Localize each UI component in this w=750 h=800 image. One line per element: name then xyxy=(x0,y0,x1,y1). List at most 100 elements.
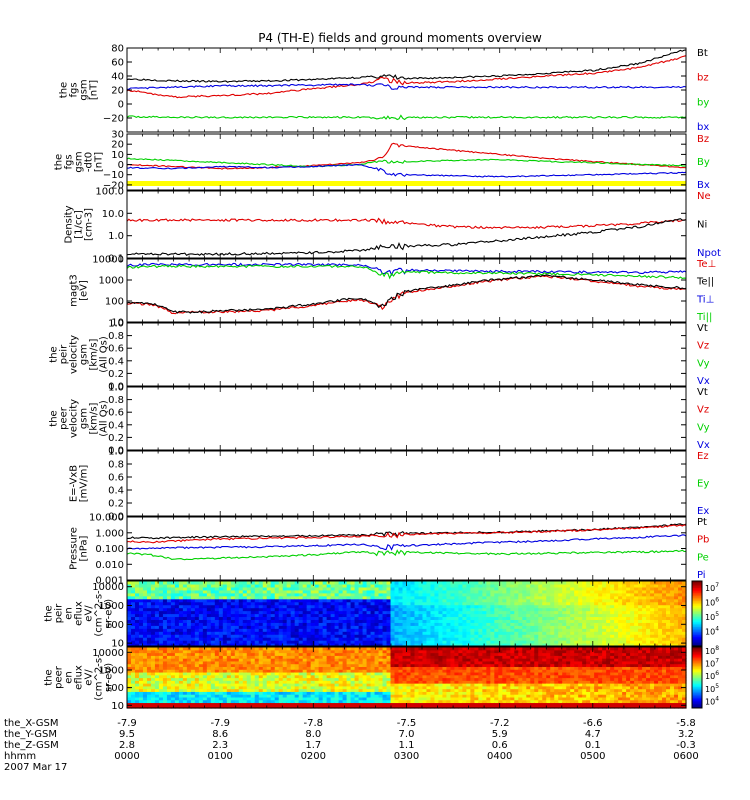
y-axis-label-line: fgs xyxy=(69,82,80,97)
y-tick-label: 1.0 xyxy=(108,447,124,458)
y-tick-label: 10.000 xyxy=(89,513,124,524)
y-tick-label: 40 xyxy=(111,72,124,83)
series-line-2 xyxy=(126,164,687,178)
y-tick-label: 1.0 xyxy=(108,383,124,394)
y-tick-label: −10 xyxy=(103,170,124,181)
x-tick-label-z: 1.7 xyxy=(305,740,321,751)
x-tick-label-y: 7.0 xyxy=(399,729,415,740)
y-tick-label: 1.0 xyxy=(108,231,124,242)
y-axis-label-line: the xyxy=(49,346,60,362)
y-axis-label-line: gsm xyxy=(79,79,90,100)
y-axis-label-line: [nT] xyxy=(89,80,100,100)
x-tick-label-y: 3.2 xyxy=(678,729,694,740)
y-tick-label: 10000 xyxy=(92,648,124,659)
y-tick-label: 0.2 xyxy=(108,369,124,380)
y-tick-label: 1.000 xyxy=(95,528,124,539)
series-line-0 xyxy=(126,142,687,170)
legend-entry: Pt xyxy=(697,517,707,528)
legend-entry: Ti⊥ xyxy=(696,294,714,305)
y-axis-label-line: [nT] xyxy=(94,152,105,172)
y-axis-label-line: velocity xyxy=(69,399,80,438)
y-axis-label-line: velocity xyxy=(69,335,80,374)
figure-title: P4 (TH-E) fields and ground moments over… xyxy=(258,31,542,45)
legend-entry: Vy xyxy=(697,422,710,433)
y-tick-label: 100.0 xyxy=(95,187,124,198)
x-tick-label-z: 0.1 xyxy=(585,740,601,751)
y-tick-label: 30 xyxy=(111,130,124,141)
y-axis-label-line: eflux xyxy=(74,665,85,690)
y-tick-label: −20 xyxy=(103,180,124,191)
x-tick-label-t: 0400 xyxy=(487,751,512,762)
series-line-3 xyxy=(126,264,687,280)
y-axis-label-line: fgs xyxy=(64,154,75,169)
y-axis-label-line: -dt0 xyxy=(84,152,95,172)
y-axis-label: the peir velocity gsm [km/s] (All Qs) xyxy=(49,335,110,374)
x-tick-label-t: 0000 xyxy=(114,751,139,762)
y-axis-label-line: Density xyxy=(64,205,75,243)
y-axis-label: Pressure [nPa] xyxy=(69,527,90,570)
x-tick-label-t: 0200 xyxy=(301,751,326,762)
colorbar-tick-label: 108 xyxy=(705,645,719,656)
y-tick-label: 20 xyxy=(111,140,124,151)
y-axis-label-line: en xyxy=(64,671,75,684)
y-tick-label: 0.4 xyxy=(108,486,124,497)
x-tick-label-t: 0300 xyxy=(394,751,419,762)
y-axis-label: Density [1/cc] [cm-3] xyxy=(64,205,95,243)
x-tick-label-t: 0600 xyxy=(673,751,698,762)
quality-flag-strip xyxy=(127,181,686,186)
colorbar: 104 105 106 107 xyxy=(691,580,719,647)
legend-entry: Vt xyxy=(697,323,708,334)
series-line-0 xyxy=(126,49,687,83)
y-axis-label-line: the xyxy=(44,669,55,685)
x-tick-label-y: 5.9 xyxy=(492,729,508,740)
x-tick-label-z: 0.6 xyxy=(492,740,508,751)
y-axis-label-line: peir xyxy=(59,344,70,364)
y-tick-label: 0.100 xyxy=(95,544,124,555)
y-tick-label: 0.6 xyxy=(108,344,124,355)
legend-entry: Bt xyxy=(697,48,708,59)
y-axis-label-line: peer xyxy=(59,406,70,430)
y-tick-label: 20 xyxy=(111,86,124,97)
colorbar-tick-label: 106 xyxy=(705,597,719,608)
y-axis-label: the fgs gsm -dt0 [nT] xyxy=(54,151,105,172)
x-tick-label-x: -6.6 xyxy=(583,718,603,729)
legend-entry: By xyxy=(697,157,710,168)
x-axis-row-label: 2007 Mar 17 xyxy=(4,762,67,773)
y-axis-label-line: eV/ xyxy=(84,669,95,686)
y-axis-label: the peir en eflux eV/(cm^2-s-sr-eV) xyxy=(44,590,115,637)
legend-entry: Vt xyxy=(697,387,708,398)
y-axis-label-line: [1/cc] xyxy=(74,210,85,239)
y-tick-label: 0.0 xyxy=(108,446,124,457)
x-tick-label-x: -7.8 xyxy=(304,718,324,729)
legend-entry: Te|| xyxy=(696,277,714,288)
y-axis-label: magt3 [eV] xyxy=(69,274,90,307)
y-axis-label-line: (cm^2-s- xyxy=(94,654,105,701)
y-tick-label: 1000 xyxy=(99,601,124,612)
x-tick-label-z: 1.1 xyxy=(399,740,415,751)
y-axis-label-line: [mV/m] xyxy=(79,465,90,503)
series-line-3 xyxy=(126,83,687,90)
y-tick-label: 0.2 xyxy=(108,433,124,444)
y-axis-label-line: (cm^2-s- xyxy=(94,590,105,637)
y-axis-label-line: [km/s] xyxy=(89,402,100,434)
spectrogram-image xyxy=(127,581,687,647)
y-axis-label-line: the xyxy=(44,605,55,621)
legend-entry: Te⊥ xyxy=(696,259,716,270)
colorbar-tick-label: 107 xyxy=(705,582,719,593)
y-tick-label: 0.4 xyxy=(108,356,124,367)
panel-pressure: Pt Pb Pe Pi 0.001 0.010 0.100 1.000 10.000 Pressu… xyxy=(69,513,710,587)
colorbar-tick-label: 107 xyxy=(705,658,719,669)
x-tick-label-y: 9.5 xyxy=(119,729,135,740)
y-axis-label-line: sr-eV) xyxy=(104,663,115,692)
series-line-1 xyxy=(126,157,687,168)
legend-entry: Ex xyxy=(697,506,709,517)
y-axis-label-line: the xyxy=(49,410,60,426)
x-tick-label-x: -7.9 xyxy=(210,718,230,729)
y-axis-label-line: gsm xyxy=(79,344,90,365)
y-axis-label-line: en xyxy=(64,607,75,620)
panel-efield: Ez Ey Ex 0.0 0.2 0.4 0.6 0.8 1.0 E=-VxB [mV/m] xyxy=(69,447,710,523)
